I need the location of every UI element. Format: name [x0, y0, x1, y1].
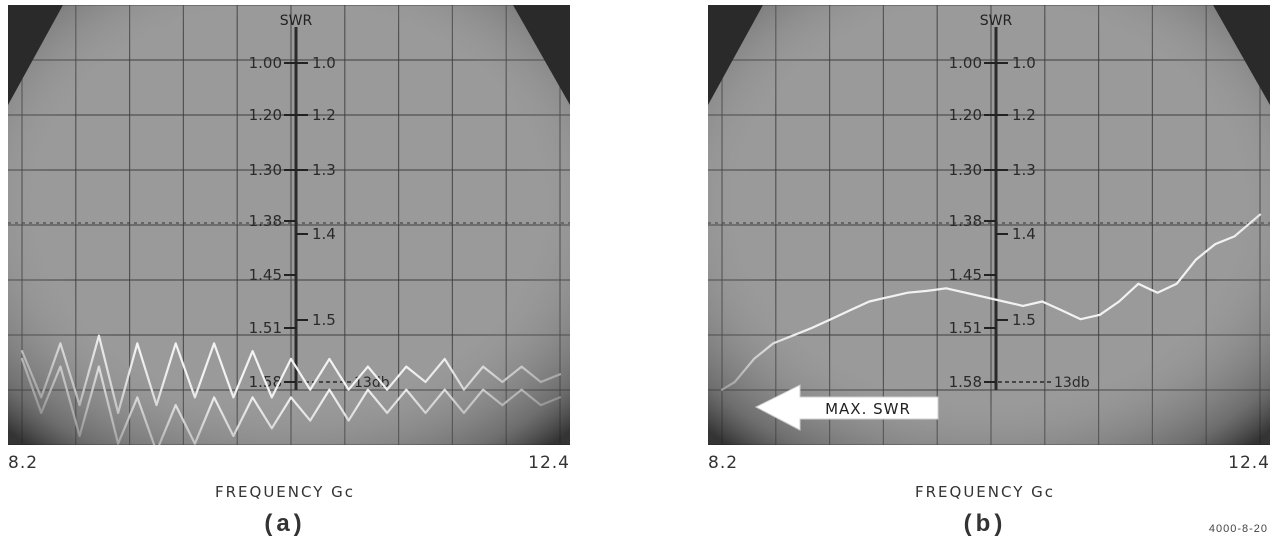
corner-shadow: [708, 5, 763, 105]
scope-screen-a: SWR1.001.201.301.381.451.511.581.01.21.3…: [8, 5, 570, 445]
panel-label: (b): [963, 510, 1007, 537]
corner-shadow: [1213, 5, 1270, 105]
scope-screen-b: SWR1.001.201.301.381.451.511.581.01.21.3…: [708, 5, 1270, 445]
figure-id: 4000-8-20: [1208, 523, 1268, 535]
panel-a: SWR1.001.201.301.381.451.511.581.01.21.3…: [0, 0, 570, 550]
max-swr-arrow: MAX. SWR: [754, 384, 939, 431]
panel-label: (a): [264, 510, 306, 537]
corner-shadow: [8, 5, 63, 105]
x-axis-label: FREQUENCY Gc: [914, 483, 1056, 501]
x-max-label: 12.4: [1228, 453, 1270, 473]
x-min-label: 8.2: [708, 453, 739, 473]
panel-b: SWR1.001.201.301.381.451.511.581.01.21.3…: [700, 0, 1270, 550]
x-max-label: 12.4: [528, 453, 570, 473]
x-min-label: 8.2: [8, 453, 39, 473]
x-axis-label: FREQUENCY Gc: [214, 483, 356, 501]
max-swr-label: MAX. SWR: [825, 400, 911, 418]
corner-shadow: [513, 5, 570, 105]
